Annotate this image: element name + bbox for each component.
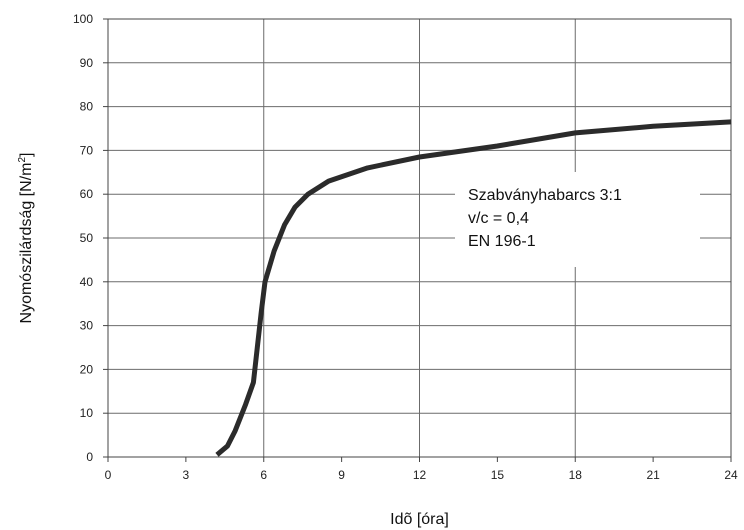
y-tick-label: 0 [86,450,93,464]
x-tick-label: 18 [569,468,583,482]
x-tick-label: 9 [338,468,345,482]
x-axis-label: Idõ [óra] [390,511,449,528]
y-axis-label: Nyomószilárdság [N/m2] [17,153,35,324]
y-tick-label: 100 [73,12,93,26]
y-axis-label-end: ] [18,153,35,157]
y-tick-labels: 0 10 20 30 40 50 60 70 80 90 100 [73,12,93,464]
strength-curve [215,119,732,457]
y-tick-label: 70 [80,143,94,157]
x-tick-label: 0 [105,468,112,482]
x-tick-label: 24 [724,468,738,482]
x-tick-label: 21 [646,468,660,482]
x-tick-label: 12 [413,468,427,482]
y-tick-label: 60 [80,187,94,201]
y-axis-label-superscript: 2 [17,157,28,163]
x-tick-label: 15 [491,468,505,482]
y-tick-label: 50 [80,231,94,245]
y-tick-label: 30 [80,319,94,333]
x-tick-label: 3 [183,468,190,482]
annotation-line: v/c = 0,4 [468,210,529,227]
y-tick-label: 90 [80,56,94,70]
annotation-line: Szabványhabarcs 3:1 [468,187,622,204]
y-axis-label-main: Nyomószilárdság [N/m [18,163,35,324]
y-tick-label: 20 [80,362,94,376]
annotation: Szabványhabarcs 3:1 v/c = 0,4 EN 196-1 [468,187,622,250]
x-tick-label: 6 [260,468,267,482]
annotation-line: EN 196-1 [468,233,536,250]
y-tick-label: 40 [80,275,94,289]
y-tick-label: 10 [80,406,94,420]
y-tick-label: 80 [80,100,94,114]
plot-frame [107,18,732,458]
annotation-background [455,172,700,267]
x-tick-labels: 0 3 6 9 12 15 18 21 24 [105,468,738,482]
